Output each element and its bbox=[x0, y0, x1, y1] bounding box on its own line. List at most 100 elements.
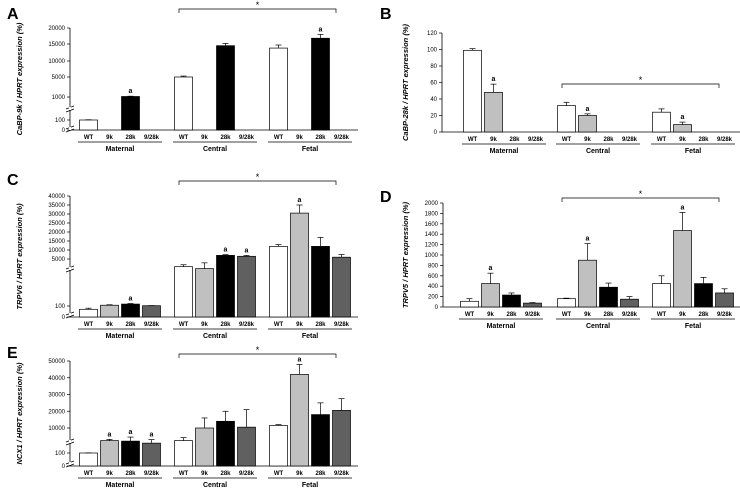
x-tick-label: 9/28k bbox=[717, 137, 733, 143]
bar bbox=[332, 410, 351, 467]
y-axis-label: NCX1 / HPRT expression (%) bbox=[15, 362, 24, 464]
panel-letter: B bbox=[380, 6, 392, 23]
y-tick-label: 10000 bbox=[48, 426, 65, 432]
y-axis-label: TRPV6 / HPRT expression (%) bbox=[15, 203, 24, 310]
x-tick-label: 9/28k bbox=[525, 312, 541, 318]
significance-star: * bbox=[256, 172, 260, 182]
bar bbox=[100, 440, 119, 467]
bar bbox=[100, 304, 119, 318]
y-tick-label: 1800 bbox=[425, 211, 439, 217]
bar bbox=[460, 300, 479, 308]
panel-letter: D bbox=[380, 189, 392, 206]
bar bbox=[216, 420, 235, 467]
panel-b: B CaBP-28k / HPRT expression (%) 0 20 40 60 80… bbox=[380, 6, 740, 155]
y-tick-label: 600 bbox=[428, 274, 439, 280]
bar bbox=[79, 452, 98, 467]
x-tick-label: 9k bbox=[584, 312, 591, 318]
group-label: Maternal bbox=[106, 146, 135, 153]
x-tick-label: 9k bbox=[679, 137, 686, 143]
y-tick-label: 1200 bbox=[425, 243, 439, 249]
x-tick-label: 9/28k bbox=[239, 135, 255, 141]
significance-bracket bbox=[561, 197, 720, 202]
bar bbox=[311, 37, 330, 131]
y-tick-label: 1000 bbox=[52, 95, 66, 101]
x-tick-label: 28k bbox=[220, 322, 231, 328]
group-label: Central bbox=[586, 148, 610, 155]
y-tick-label: 5000 bbox=[52, 75, 66, 81]
significance-label: a bbox=[108, 431, 112, 438]
significance-bracket bbox=[178, 353, 337, 358]
y-tick-label: 0 bbox=[62, 315, 66, 321]
significance-label: a bbox=[150, 432, 154, 439]
bar bbox=[463, 49, 482, 133]
group-label: Central bbox=[203, 146, 227, 153]
x-tick-label: WT bbox=[657, 137, 667, 143]
bar bbox=[311, 246, 330, 318]
x-tick-label: 9/28k bbox=[717, 312, 733, 318]
significance-star: * bbox=[639, 189, 643, 199]
bar bbox=[652, 111, 671, 133]
group-label: Maternal bbox=[106, 333, 135, 340]
group-label: Fetal bbox=[685, 323, 701, 330]
x-tick-label: WT bbox=[179, 135, 189, 141]
group-label: Fetal bbox=[302, 146, 318, 153]
bar bbox=[121, 96, 140, 131]
significance-label: a bbox=[224, 247, 228, 254]
x-tick-label: 9/28k bbox=[334, 135, 350, 141]
significance-star: * bbox=[639, 75, 643, 85]
bar bbox=[652, 283, 671, 308]
x-tick-label: 28k bbox=[315, 322, 326, 328]
significance-label: a bbox=[319, 26, 323, 33]
significance-label: a bbox=[245, 247, 249, 254]
y-tick-label: 30000 bbox=[48, 393, 65, 399]
x-tick-label: 28k bbox=[315, 135, 326, 141]
axis-break-gap bbox=[69, 127, 71, 130]
bar bbox=[269, 425, 288, 467]
bar bbox=[269, 246, 288, 318]
y-tick-label: 400 bbox=[428, 284, 439, 290]
y-tick-label: 800 bbox=[428, 263, 439, 269]
x-tick-label: 9k bbox=[106, 322, 113, 328]
y-axis-label: TRPV5 / HPRT expression (%) bbox=[401, 201, 410, 308]
bar bbox=[484, 92, 503, 133]
y-tick-label: 0 bbox=[434, 130, 438, 136]
x-tick-label: 28k bbox=[603, 312, 614, 318]
y-axis-label: CaBP-28k / HPRT expression (%) bbox=[401, 24, 410, 141]
x-tick-label: 28k bbox=[698, 137, 709, 143]
panel-letter: C bbox=[7, 172, 19, 189]
significance-label: a bbox=[681, 114, 685, 121]
x-tick-label: 28k bbox=[603, 137, 614, 143]
y-tick-label: 1400 bbox=[425, 232, 439, 238]
panel-letter: E bbox=[7, 345, 18, 362]
panel-letter: A bbox=[7, 6, 19, 23]
bar bbox=[216, 45, 235, 131]
x-tick-label: WT bbox=[84, 135, 94, 141]
y-tick-label: 0 bbox=[62, 128, 66, 134]
x-tick-label: 9/28k bbox=[239, 322, 255, 328]
bar bbox=[174, 440, 193, 467]
x-tick-label: 9k bbox=[106, 471, 113, 477]
x-tick-label: 28k bbox=[125, 471, 136, 477]
x-tick-label: 9/28k bbox=[622, 137, 638, 143]
axis-break bbox=[65, 128, 75, 133]
x-tick-label: 28k bbox=[698, 312, 709, 318]
y-tick-label: 1000 bbox=[425, 253, 439, 259]
axis-break bbox=[65, 108, 75, 113]
y-tick-label: 20000 bbox=[48, 409, 65, 415]
y-tick-label: 100 bbox=[55, 304, 66, 310]
axis-break bbox=[65, 441, 75, 446]
y-tick-label: 200 bbox=[428, 295, 439, 301]
x-tick-label: 9k bbox=[201, 471, 208, 477]
x-tick-label: 9/28k bbox=[239, 471, 255, 477]
bar bbox=[523, 302, 542, 308]
significance-label: a bbox=[129, 88, 133, 95]
x-tick-label: 28k bbox=[220, 135, 231, 141]
bar bbox=[195, 427, 214, 467]
bar bbox=[557, 298, 576, 308]
x-tick-label: WT bbox=[84, 471, 94, 477]
x-tick-label: 9k bbox=[201, 135, 208, 141]
y-tick-label: 35000 bbox=[48, 203, 65, 209]
bar bbox=[174, 266, 193, 318]
